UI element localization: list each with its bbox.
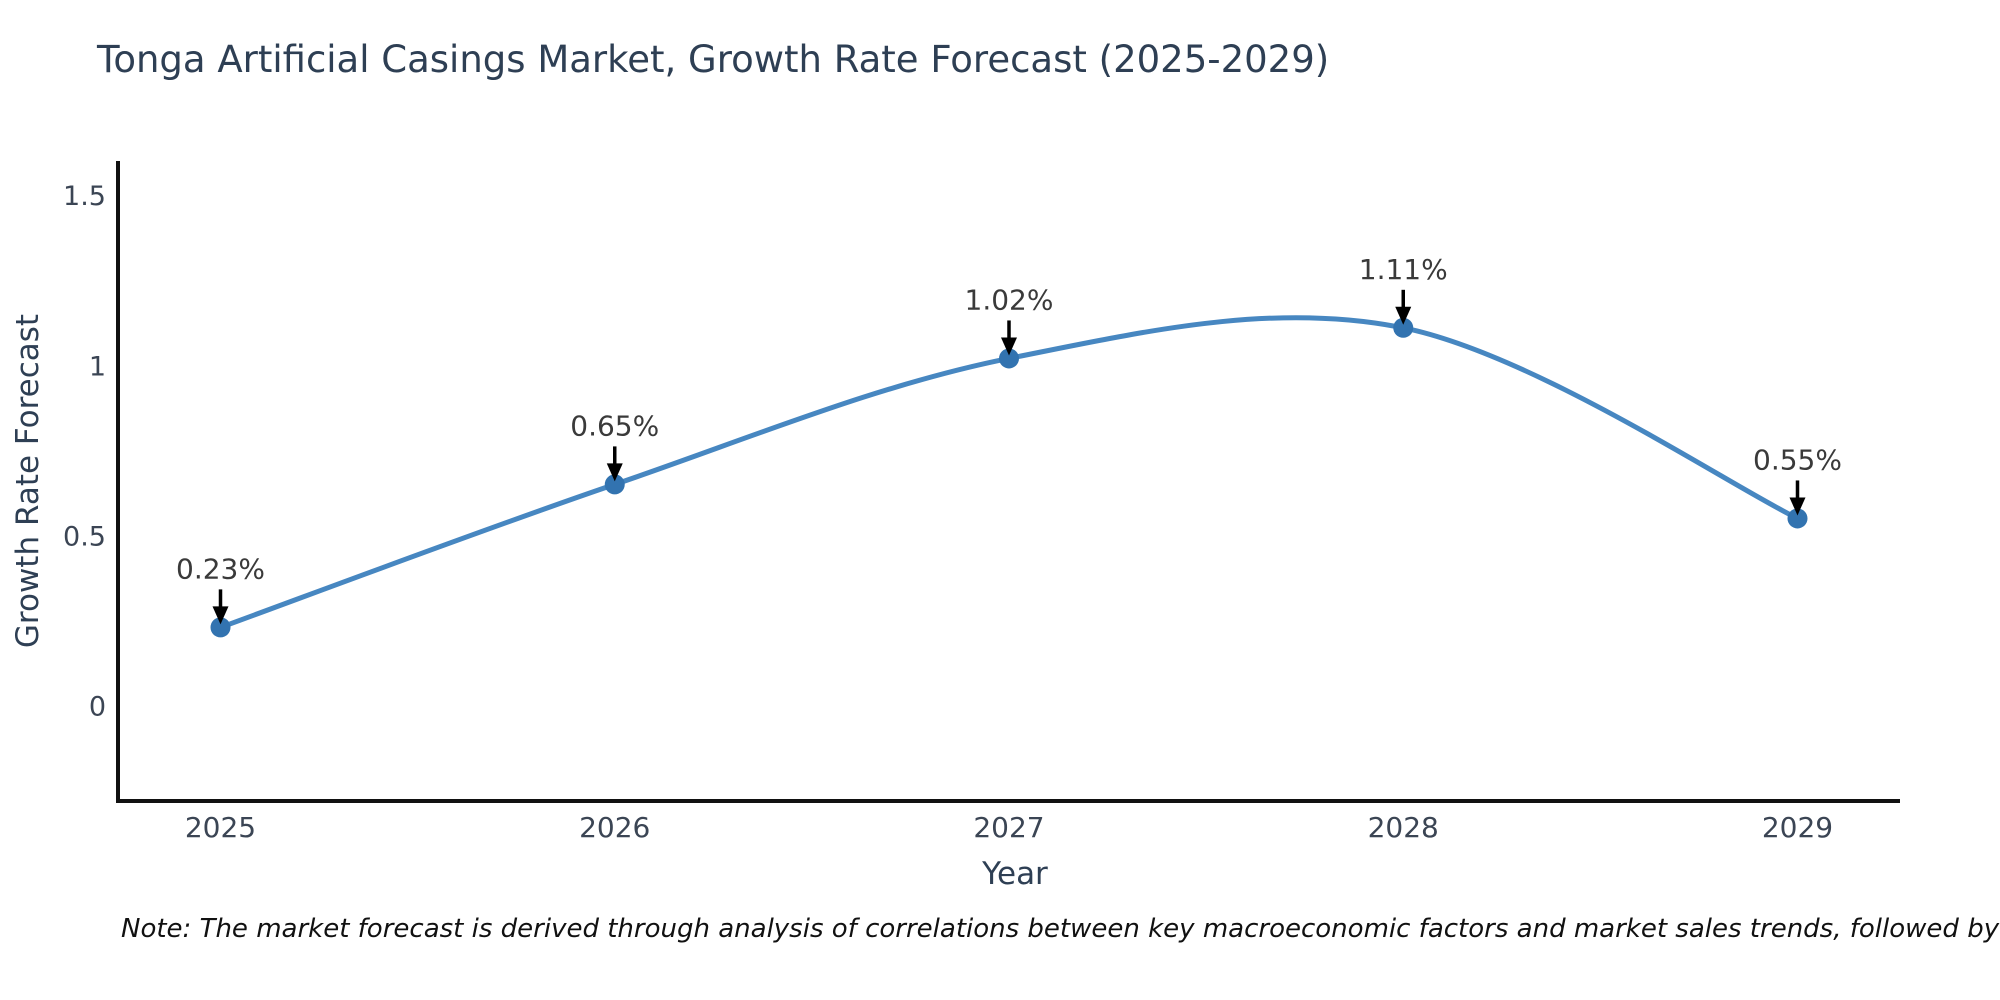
- point-annotation: 1.11%: [1359, 253, 1448, 286]
- y-tick-label-0: 0: [89, 692, 106, 723]
- data-point-2026: [604, 474, 625, 495]
- point-annotation: 0.55%: [1753, 443, 1842, 476]
- x-tick-label-2027: 2027: [973, 811, 1044, 844]
- annotation-arrowhead: [1001, 337, 1017, 356]
- footnote: Note: The market forecast is derived thr…: [121, 914, 2000, 944]
- y-tick-label-0.5: 0.5: [63, 521, 106, 552]
- x-tick-label-2028: 2028: [1368, 811, 1439, 844]
- point-annotation: 0.23%: [176, 552, 265, 585]
- annotation-arrowhead: [606, 463, 623, 482]
- annotation-arrowhead: [1395, 306, 1412, 325]
- x-tick-label-2025: 2025: [185, 811, 256, 844]
- annotation-arrowhead: [1789, 497, 1806, 516]
- data-point-2025: [210, 617, 231, 638]
- data-point-2029: [1787, 508, 1808, 529]
- y-axis-title: Growth Rate Forecast: [10, 314, 46, 648]
- x-axis-title: Year: [981, 856, 1048, 892]
- y-tick-label-1: 1: [89, 351, 106, 382]
- point-annotation: 1.02%: [965, 283, 1054, 316]
- point-annotation: 0.65%: [570, 409, 659, 442]
- data-point-2028: [1393, 317, 1414, 338]
- data-point-2027: [999, 348, 1019, 369]
- y-tick-label-1.5: 1.5: [63, 181, 106, 212]
- annotation-arrowhead: [212, 606, 229, 625]
- x-tick-label-2029: 2029: [1762, 811, 1833, 844]
- chart-title: Tonga Artificial Casings Market, Growth …: [97, 38, 1330, 81]
- x-tick-label-2026: 2026: [579, 811, 650, 844]
